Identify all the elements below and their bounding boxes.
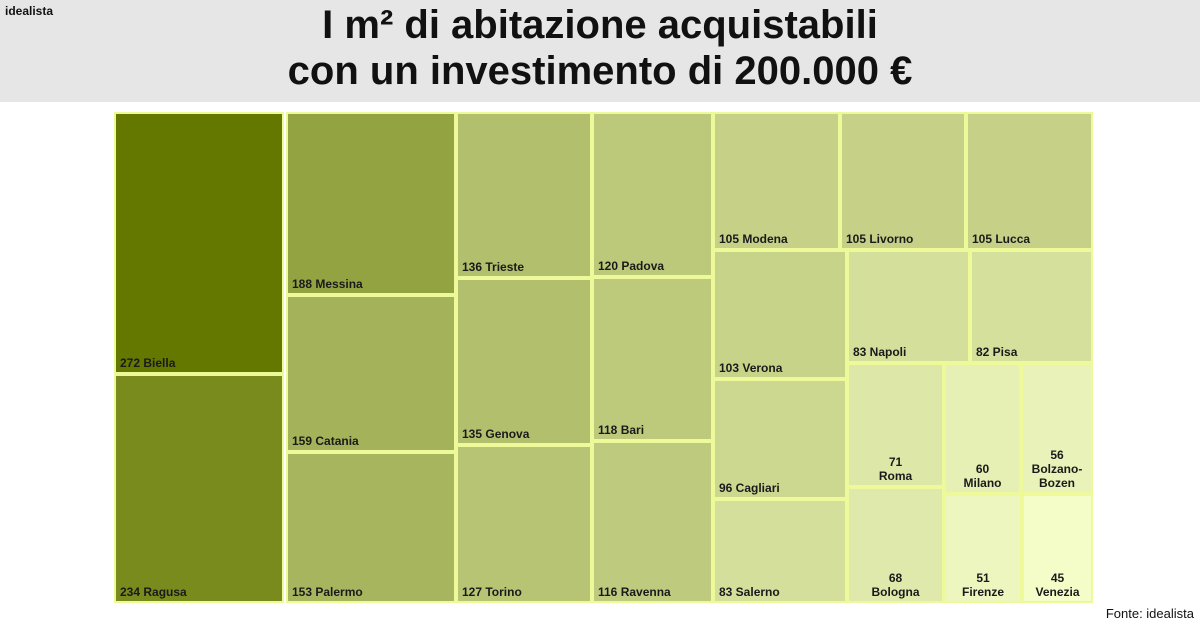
treemap-cell-trieste bbox=[456, 112, 592, 278]
chart-title: I m² di abitazione acquistabili con un i… bbox=[0, 2, 1200, 94]
treemap-label-salerno: 83 Salerno bbox=[719, 585, 780, 599]
treemap-label-ragusa: 234 Ragusa bbox=[120, 585, 187, 599]
header-band: idealista I m² di abitazione acquistabil… bbox=[0, 0, 1200, 102]
treemap-label-lucca: 105 Lucca bbox=[972, 232, 1030, 246]
treemap-label-roma: 71 Roma bbox=[879, 455, 913, 483]
treemap-label-pisa: 82 Pisa bbox=[976, 345, 1018, 359]
treemap-cell-cagliari bbox=[713, 379, 847, 499]
treemap-label-bolzano-bozen: 56 Bolzano-Bozen bbox=[1032, 448, 1083, 490]
treemap-label-messina: 188 Messina bbox=[292, 277, 363, 291]
treemap-cell-modena bbox=[713, 112, 840, 250]
treemap-cell-venezia bbox=[1022, 494, 1093, 603]
treemap-cell-padova bbox=[592, 112, 713, 277]
treemap-cell-bologna bbox=[847, 487, 944, 603]
treemap-cell-genova bbox=[456, 278, 592, 445]
treemap-label-ravenna: 116 Ravenna bbox=[598, 585, 671, 599]
treemap-cell-milano bbox=[944, 363, 1021, 494]
treemap-cell-messina bbox=[286, 112, 456, 295]
treemap-label-venezia: 45 Venezia bbox=[1035, 571, 1079, 599]
treemap-cell-bari bbox=[592, 277, 713, 441]
treemap-cell-lucca bbox=[966, 112, 1093, 250]
chart-title-line-1: I m² di abitazione acquistabili bbox=[322, 3, 878, 47]
treemap-label-modena: 105 Modena bbox=[719, 232, 788, 246]
treemap-label-cagliari: 96 Cagliari bbox=[719, 481, 780, 495]
treemap-cell-firenze bbox=[944, 494, 1022, 603]
treemap-cell-salerno bbox=[713, 499, 847, 603]
treemap-label-bologna: 68 Bologna bbox=[872, 571, 920, 599]
treemap-label-catania: 159 Catania bbox=[292, 434, 359, 448]
treemap-label-verona: 103 Verona bbox=[719, 361, 783, 375]
chart-title-line-2: con un investimento di 200.000 € bbox=[287, 49, 913, 93]
treemap-label-bari: 118 Bari bbox=[598, 423, 644, 437]
treemap-label-milano: 60 Milano bbox=[964, 462, 1002, 490]
treemap-label-padova: 120 Padova bbox=[598, 259, 664, 273]
treemap-label-firenze: 51 Firenze bbox=[962, 571, 1004, 599]
treemap-cell-ravenna bbox=[592, 441, 713, 603]
treemap-label-torino: 127 Torino bbox=[462, 585, 522, 599]
treemap-cell-verona bbox=[713, 250, 847, 379]
treemap-label-palermo: 153 Palermo bbox=[292, 585, 363, 599]
treemap-cell-palermo bbox=[286, 452, 456, 603]
treemap-cell-livorno bbox=[840, 112, 966, 250]
treemap-cell-torino bbox=[456, 445, 592, 603]
treemap-cell-roma bbox=[847, 363, 944, 487]
source-note: Fonte: idealista bbox=[1105, 606, 1194, 621]
treemap-label-livorno: 105 Livorno bbox=[846, 232, 913, 246]
treemap-cell-ragusa bbox=[114, 374, 284, 603]
treemap-label-genova: 135 Genova bbox=[462, 427, 530, 441]
treemap-label-trieste: 136 Trieste bbox=[462, 260, 524, 274]
treemap-cell-bolzano-bozen bbox=[1021, 363, 1093, 494]
brand-logo: idealista bbox=[5, 4, 54, 18]
treemap-cell-napoli bbox=[847, 250, 970, 363]
treemap-cell-catania bbox=[286, 295, 456, 452]
treemap-label-napoli: 83 Napoli bbox=[853, 345, 906, 359]
treemap-label-biella: 272 Biella bbox=[120, 356, 176, 370]
treemap-cell-biella bbox=[114, 112, 284, 374]
treemap-cell-pisa bbox=[970, 250, 1093, 363]
